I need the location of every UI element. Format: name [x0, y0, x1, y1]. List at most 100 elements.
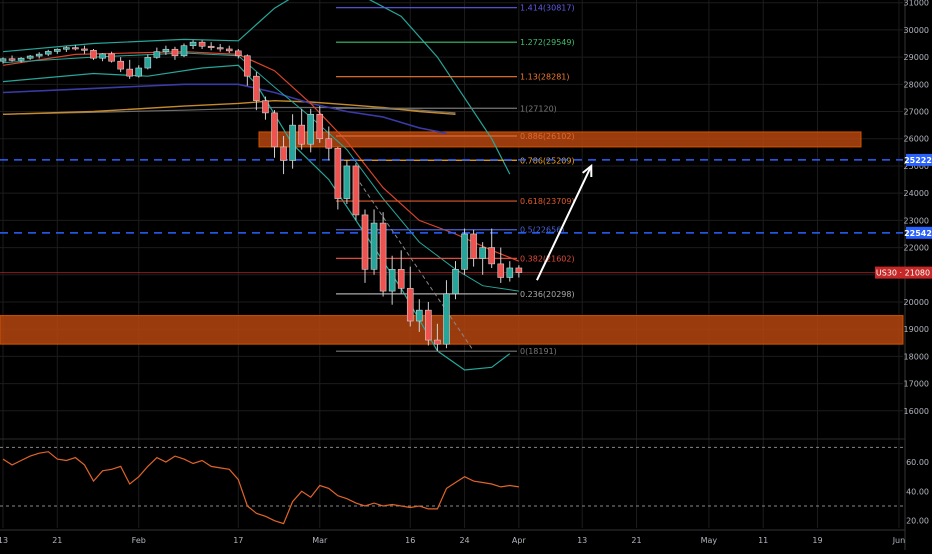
- candle: [425, 301, 432, 346]
- candle-body: [443, 293, 450, 345]
- dashed-level-label-0: 25222: [904, 156, 932, 165]
- candle: [135, 65, 143, 78]
- current-price-label: US30 · 21080: [876, 269, 930, 278]
- candle-body: [452, 269, 459, 295]
- candle: [35, 52, 43, 59]
- supply-demand-zones: [0, 131, 904, 345]
- candle-body: [307, 113, 315, 145]
- candle: [443, 280, 450, 349]
- candle: [99, 53, 106, 62]
- candle: [497, 247, 505, 283]
- price-tick-label: 19000: [904, 325, 929, 334]
- candle: [470, 229, 477, 267]
- candle: [53, 48, 61, 54]
- fib-label-5: 0.786(25209): [520, 156, 575, 165]
- price-tick-label: 16000: [904, 407, 929, 416]
- candle: [81, 45, 88, 54]
- candle: [235, 48, 242, 59]
- price-tick-label: 20000: [904, 298, 929, 307]
- rsi-line: [2, 451, 519, 525]
- candle: [17, 57, 25, 63]
- candle-body: [198, 41, 206, 47]
- candle: [72, 44, 79, 51]
- candle: [90, 48, 97, 60]
- candle: [26, 54, 34, 60]
- candle-body: [388, 269, 396, 292]
- candle: [108, 51, 115, 63]
- candle-body: [506, 267, 514, 278]
- candle: [189, 40, 197, 49]
- candle-body: [470, 233, 477, 259]
- candle: [0, 57, 7, 64]
- candle-body: [108, 53, 115, 62]
- date-tick-label: 21: [631, 536, 641, 545]
- candle: [488, 228, 496, 268]
- candle: [461, 228, 468, 275]
- candle: [8, 55, 16, 62]
- diagonal-guide: [355, 176, 475, 352]
- candle-body: [488, 247, 496, 265]
- ma-navy: [2, 83, 447, 135]
- candles: [0, 40, 523, 351]
- candle: [271, 110, 278, 158]
- candle-body: [352, 165, 360, 216]
- candle-body: [117, 60, 124, 70]
- candle-body: [515, 267, 523, 273]
- projection-arrow: [536, 163, 593, 281]
- candle-body: [44, 51, 52, 55]
- candle-body: [216, 47, 224, 50]
- date-tick-label: 21: [52, 536, 62, 545]
- candle-body: [0, 58, 7, 62]
- moving-averages: [2, 0, 520, 371]
- candle: [216, 44, 224, 52]
- candle: [262, 96, 269, 120]
- fib-label-2: 1.13(28281): [520, 73, 570, 82]
- bollinger-lower: [2, 64, 511, 371]
- candle: [171, 46, 179, 60]
- candle-body: [235, 50, 242, 57]
- candle: [370, 209, 378, 275]
- dashed-level-tag-1: [906, 226, 932, 239]
- date-tick-label: May: [701, 536, 718, 545]
- ma-gray: [2, 106, 456, 115]
- candle: [280, 136, 287, 175]
- candle-body: [189, 41, 197, 47]
- candle: [379, 212, 387, 297]
- candle-body: [379, 222, 387, 292]
- candle-body: [406, 288, 414, 322]
- arrow-shaft: [536, 165, 593, 281]
- candle-body: [180, 45, 188, 57]
- candle-body: [425, 309, 432, 341]
- candle: [415, 299, 423, 332]
- candle: [506, 261, 514, 282]
- candle: [334, 146, 342, 210]
- dashed-level-tag-0: [906, 153, 932, 166]
- bollinger-upper: [2, 0, 511, 175]
- candle-body: [316, 113, 324, 140]
- candle-body: [90, 50, 97, 59]
- candle: [144, 54, 152, 70]
- dashed-levels: [0, 159, 903, 274]
- candle-body: [63, 47, 70, 50]
- arrow-head: [582, 163, 593, 177]
- date-tick-label: 11: [758, 536, 768, 545]
- candle: [479, 242, 486, 275]
- candle-body: [298, 124, 305, 145]
- candle: [397, 250, 405, 294]
- candle-body: [207, 45, 215, 48]
- candle-body: [479, 247, 486, 259]
- price-tick-label: 25000: [904, 162, 929, 171]
- candle: [244, 54, 251, 86]
- price-tick-label: 30000: [904, 26, 929, 35]
- candle: [434, 323, 441, 351]
- candle: [63, 46, 70, 52]
- date-tick-label: Mar: [312, 536, 328, 545]
- candle-body: [171, 48, 179, 57]
- dashed-level-label-1: 22542: [904, 229, 932, 238]
- fib-label-3: 1(27120): [520, 104, 557, 113]
- candle-body: [253, 75, 260, 101]
- price-tick-label: 31000: [904, 0, 929, 8]
- fib-label-6: 0.618(23709): [520, 197, 575, 206]
